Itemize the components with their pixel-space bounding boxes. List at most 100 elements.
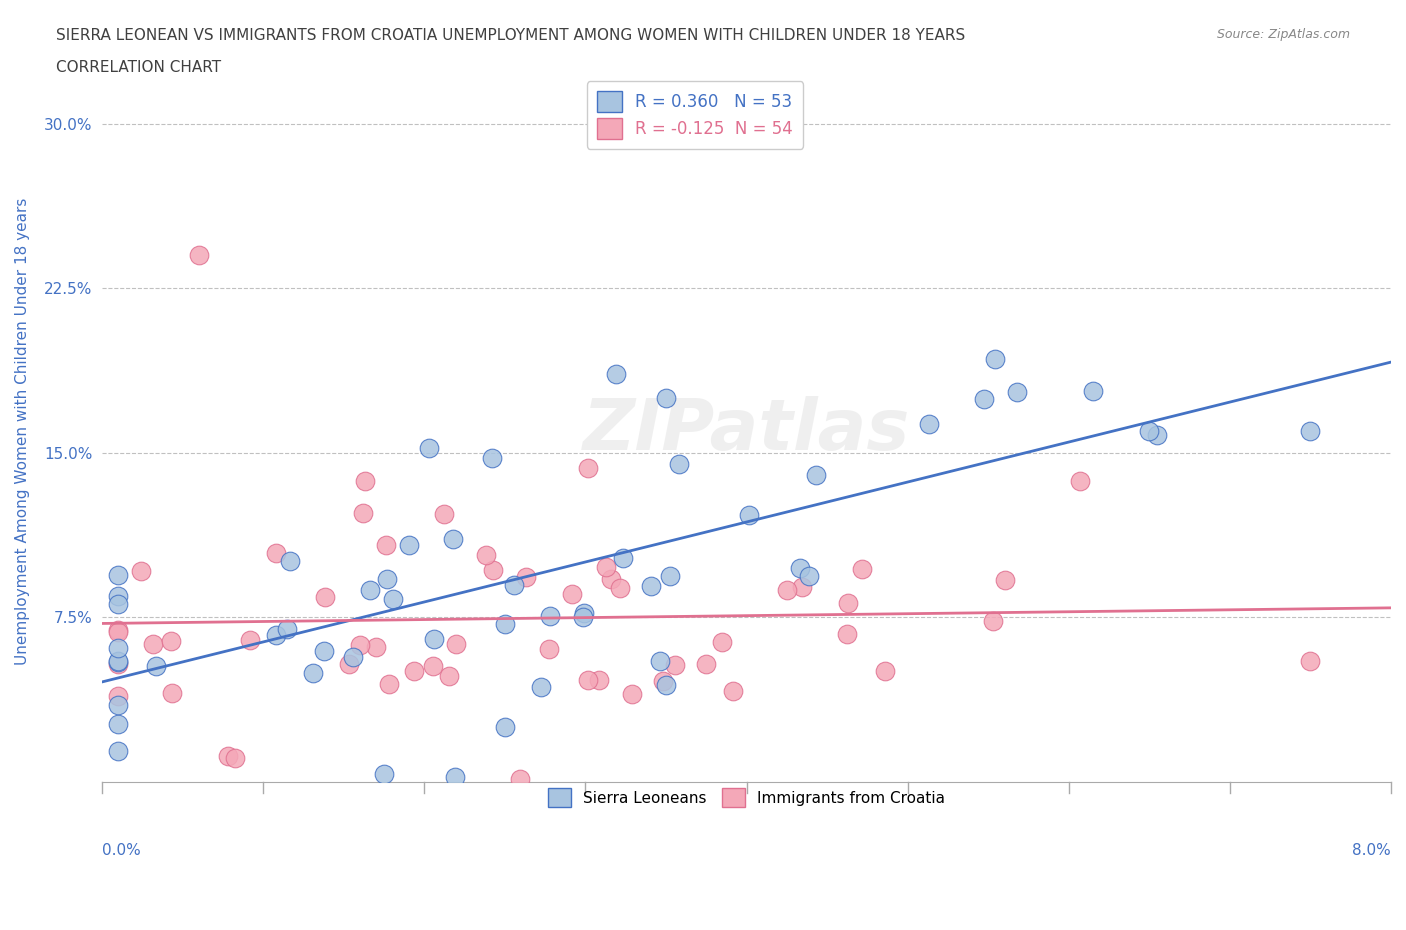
Point — [349, 638, 371, 653]
Point — [302, 666, 325, 681]
Point — [378, 677, 401, 692]
Point — [377, 572, 399, 587]
Point — [576, 460, 599, 475]
Point — [654, 678, 676, 693]
Point — [530, 680, 553, 695]
Point — [160, 633, 183, 648]
Point — [224, 751, 246, 765]
Point — [509, 772, 531, 787]
Point — [537, 642, 560, 657]
Text: Source: ZipAtlas.com: Source: ZipAtlas.com — [1216, 28, 1350, 41]
Point — [353, 473, 375, 488]
Point — [804, 468, 827, 483]
Point — [239, 632, 262, 647]
Point — [851, 561, 873, 576]
Point — [441, 532, 464, 547]
Point — [107, 640, 129, 655]
Point — [276, 621, 298, 636]
Point — [481, 451, 503, 466]
Point — [576, 672, 599, 687]
Point — [418, 441, 440, 456]
Point — [640, 579, 662, 594]
Point — [695, 657, 717, 671]
Point — [494, 720, 516, 735]
Text: ZIPatlas: ZIPatlas — [583, 396, 910, 465]
Point — [776, 582, 799, 597]
Point — [1083, 383, 1105, 398]
Point — [107, 744, 129, 759]
Point — [404, 663, 426, 678]
Point — [423, 631, 446, 646]
Point — [142, 636, 165, 651]
Point — [278, 554, 301, 569]
Point — [381, 591, 404, 606]
Point — [658, 569, 681, 584]
Point — [984, 352, 1007, 366]
Point — [107, 698, 129, 712]
Point — [107, 655, 129, 670]
Point — [1299, 423, 1322, 438]
Point — [314, 590, 336, 604]
Point — [444, 636, 467, 651]
Point — [107, 689, 129, 704]
Point — [837, 595, 859, 610]
Point — [264, 628, 287, 643]
Point — [364, 640, 387, 655]
Point — [359, 582, 381, 597]
Point — [875, 664, 897, 679]
Point — [655, 391, 678, 405]
Text: 8.0%: 8.0% — [1353, 843, 1391, 857]
Point — [561, 587, 583, 602]
Point — [337, 657, 360, 671]
Point — [588, 673, 610, 688]
Point — [145, 658, 167, 673]
Point — [1069, 474, 1091, 489]
Point — [503, 578, 526, 592]
Point — [721, 684, 744, 698]
Legend: Sierra Leoneans, Immigrants from Croatia: Sierra Leoneans, Immigrants from Croatia — [538, 779, 955, 816]
Point — [835, 627, 858, 642]
Point — [668, 457, 690, 472]
Point — [107, 657, 129, 671]
Point — [1005, 384, 1028, 399]
Point — [789, 561, 811, 576]
Point — [790, 579, 813, 594]
Point — [1137, 423, 1160, 438]
Point — [266, 546, 288, 561]
Point — [422, 658, 444, 673]
Point — [437, 669, 460, 684]
Point — [433, 507, 456, 522]
Point — [1299, 654, 1322, 669]
Point — [373, 766, 395, 781]
Point — [352, 505, 374, 520]
Point — [312, 644, 335, 658]
Point — [710, 634, 733, 649]
Point — [162, 685, 184, 700]
Point — [107, 567, 129, 582]
Point — [738, 508, 761, 523]
Point — [1146, 428, 1168, 443]
Point — [375, 538, 398, 552]
Point — [107, 589, 129, 604]
Point — [605, 366, 627, 381]
Point — [973, 392, 995, 406]
Point — [981, 614, 1004, 629]
Point — [612, 550, 634, 565]
Point — [574, 605, 596, 620]
Y-axis label: Unemployment Among Women with Children Under 18 years: Unemployment Among Women with Children U… — [15, 197, 30, 665]
Point — [609, 580, 631, 595]
Point — [538, 608, 561, 623]
Text: 0.0%: 0.0% — [103, 843, 141, 857]
Point — [475, 548, 498, 563]
Point — [650, 654, 672, 669]
Point — [664, 658, 686, 672]
Point — [515, 569, 537, 584]
Text: CORRELATION CHART: CORRELATION CHART — [56, 60, 221, 75]
Point — [600, 572, 623, 587]
Point — [129, 564, 152, 578]
Point — [572, 610, 595, 625]
Point — [187, 248, 209, 263]
Point — [398, 538, 420, 552]
Point — [994, 572, 1017, 587]
Point — [107, 717, 129, 732]
